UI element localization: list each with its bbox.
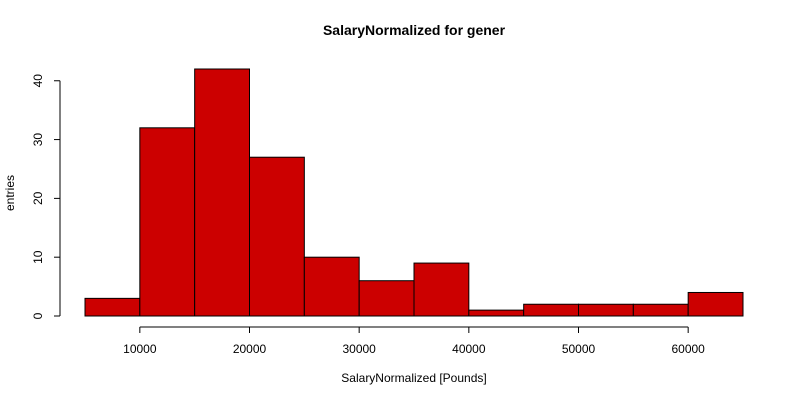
histogram-bar-6 bbox=[358, 280, 415, 317]
y-tick-label-30: 30 bbox=[31, 133, 45, 147]
x-axis-label: SalaryNormalized [Pounds] bbox=[341, 371, 486, 385]
x-tick-label-50000: 50000 bbox=[562, 342, 596, 356]
histogram-bar-11 bbox=[632, 303, 689, 317]
histogram-bar-7 bbox=[413, 262, 470, 317]
histogram-bar-12 bbox=[687, 291, 744, 317]
y-tick-label-40: 40 bbox=[31, 74, 45, 88]
x-axis: 10000 20000 30000 40000 50000 60000 bbox=[123, 326, 705, 356]
y-axis: 0 10 20 30 40 bbox=[31, 74, 61, 319]
y-axis-label: entries bbox=[3, 175, 17, 211]
histogram-bar-2 bbox=[139, 127, 196, 317]
histogram-bar-4 bbox=[249, 156, 305, 317]
y-tick-label-0: 0 bbox=[31, 312, 45, 319]
histogram-bar-5 bbox=[303, 256, 360, 317]
histogram-bar-8 bbox=[468, 309, 525, 317]
histogram-bar-1 bbox=[84, 297, 141, 317]
histogram-bar-10 bbox=[578, 303, 634, 317]
bars-group bbox=[84, 68, 744, 317]
y-tick-label-20: 20 bbox=[31, 191, 45, 205]
x-tick-label-60000: 60000 bbox=[671, 342, 705, 356]
x-tick-label-20000: 20000 bbox=[233, 342, 267, 356]
histogram-bar-3 bbox=[194, 68, 251, 317]
histogram-bar-9 bbox=[523, 303, 580, 317]
x-tick-label-40000: 40000 bbox=[452, 342, 486, 356]
x-tick-label-30000: 30000 bbox=[342, 342, 376, 356]
y-tick-label-10: 10 bbox=[31, 250, 45, 264]
x-tick-label-10000: 10000 bbox=[123, 342, 157, 356]
chart-title: SalaryNormalized for gener bbox=[323, 22, 506, 38]
